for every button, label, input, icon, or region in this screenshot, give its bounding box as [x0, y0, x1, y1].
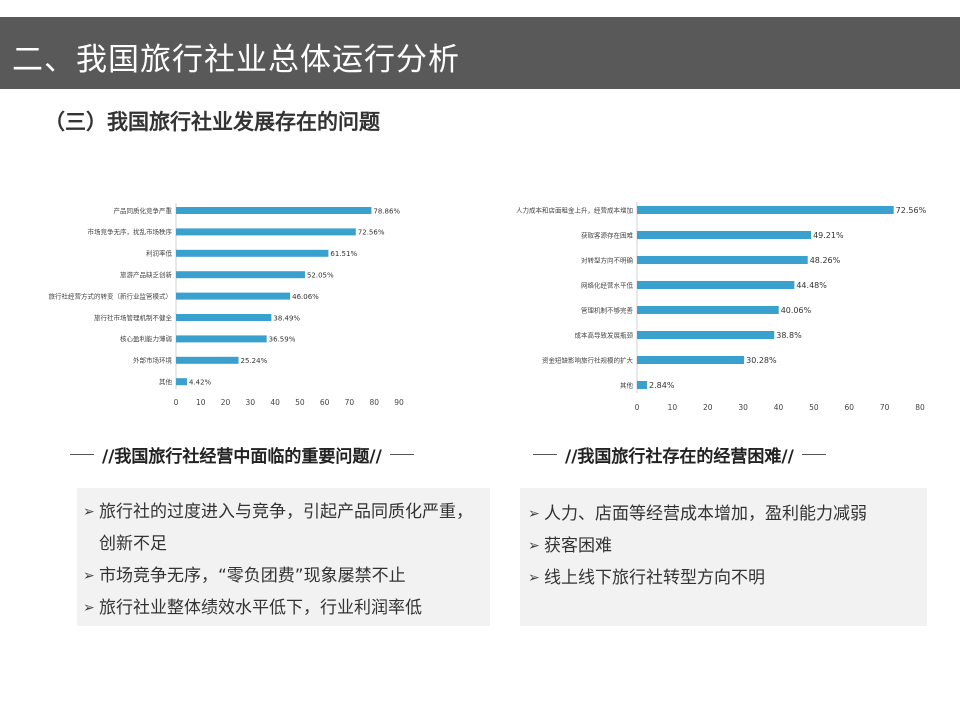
data-label: 52.05% [307, 272, 334, 280]
category-label: 成本高导致发展瓶颈 [575, 330, 634, 339]
arrow-bullet-icon: ➢ [528, 506, 540, 522]
x-tick-label: 70 [345, 398, 355, 407]
right-caption-text: //我国旅行社存在的经营困难// [565, 447, 794, 467]
left-caption: //我国旅行社经营中面临的重要问题// [62, 442, 422, 467]
bar [637, 356, 745, 364]
data-label: 4.42% [189, 379, 212, 387]
section-subtitle: （三）我国旅行社业发展存在的问题 [44, 110, 380, 134]
list-item: ➢ 旅行社业整体绩效水平低下，行业利润率低 [83, 592, 486, 624]
x-tick-label: 60 [320, 398, 330, 407]
arrow-bullet-icon: ➢ [528, 570, 540, 586]
category-label: 市场竞争无序，扰乱市场秩序 [88, 227, 173, 236]
x-tick-label: 90 [394, 398, 404, 407]
data-label: 78.86% [373, 207, 400, 215]
category-label: 人力成本和店面租金上升，经营成本增加 [516, 205, 633, 214]
caption-rule-right [389, 454, 414, 455]
right-caption: //我国旅行社存在的经营困难// [525, 442, 834, 467]
bar [176, 292, 291, 300]
bar [637, 381, 648, 389]
bar [637, 231, 812, 239]
data-label: 49.21% [813, 231, 844, 240]
category-label: 获取客源存在困难 [581, 230, 634, 239]
bar [637, 306, 779, 314]
category-label: 其他 [620, 380, 634, 389]
bar [176, 228, 356, 236]
right-bullet-list: ➢ 人力、店面等经营成本增加，盈利能力减弱 ➢ 获客困难 ➢ 线上线下旅行社转型方向不… [528, 498, 923, 594]
data-label: 72.56% [358, 229, 385, 237]
bar [176, 207, 372, 214]
x-tick-label: 30 [246, 398, 256, 407]
x-tick-label: 50 [295, 398, 305, 407]
bar [176, 314, 272, 321]
category-label: 管理机制不够完善 [581, 305, 634, 314]
category-label: 核心盈利能力薄弱 [120, 334, 172, 343]
data-label: 40.06% [781, 306, 812, 315]
data-label: 48.26% [810, 256, 841, 265]
x-tick-label: 80 [369, 398, 379, 407]
x-tick-label: 30 [738, 403, 748, 412]
list-item: ➢ 人力、店面等经营成本增加，盈利能力减弱 [528, 498, 923, 530]
data-label: 25.24% [241, 357, 268, 365]
bar [637, 256, 808, 264]
right-difficulty-box: ➢ 人力、店面等经营成本增加，盈利能力减弱 ➢ 获客困难 ➢ 线上线下旅行社转型方向不… [520, 488, 927, 626]
x-tick-label: 40 [774, 403, 784, 412]
caption-rule-left [533, 454, 557, 455]
category-label: 旅游产品缺乏创新 [120, 270, 173, 279]
category-label: 产品同质化竞争严重 [114, 206, 173, 215]
caption-rule-left [70, 454, 94, 455]
title-bar: 二、我国旅行社业总体运行分析 [0, 17, 960, 89]
arrow-bullet-icon: ➢ [83, 600, 95, 616]
x-tick-label: 80 [915, 403, 925, 412]
category-label: 旅行社经营方式的转变（新行业监管模式） [49, 291, 173, 300]
data-label: 36.59% [269, 336, 296, 344]
x-tick-label: 0 [174, 398, 179, 407]
bar [176, 378, 187, 386]
x-tick-label: 20 [703, 403, 713, 412]
data-label: 46.06% [292, 293, 319, 301]
data-label: 61.51% [330, 250, 357, 258]
category-label: 外部市场环境 [133, 356, 173, 365]
left-problem-box: ➢ 旅行社的过度进入与竞争，引起产品同质化严重，创新不足 ➢ 市场竞争无序，“零负团… [77, 488, 490, 626]
left-caption-text: //我国旅行社经营中面临的重要问题// [102, 447, 382, 467]
list-item: ➢ 获客困难 [528, 530, 923, 562]
list-item: ➢ 市场竞争无序，“零负团费”现象屡禁不止 [83, 560, 486, 592]
bar [176, 249, 329, 257]
data-label: 38.49% [273, 314, 300, 322]
category-label: 利润率低 [146, 249, 173, 258]
category-label: 对转型方向不明确 [581, 255, 634, 264]
x-tick-label: 60 [844, 403, 854, 412]
x-tick-label: 40 [270, 398, 280, 407]
data-label: 44.48% [796, 281, 827, 290]
bar [637, 281, 795, 289]
caption-rule-right [801, 454, 826, 455]
chart-left: 产品同质化竞争严重 78.86% 市场竞争无序，扰乱市场秩序 72.56% 利润率低 61… [49, 203, 404, 407]
arrow-bullet-icon: ➢ [528, 538, 540, 554]
x-tick-label: 70 [880, 403, 890, 412]
x-tick-label: 10 [196, 398, 206, 407]
chart-right: 人力成本和店面租金上升，经营成本增加 72.56% 获取客源存在困难 49.21% 对转… [516, 202, 927, 412]
category-label: 旅行社市场管理机制不健全 [94, 313, 173, 322]
category-label: 资金短缺影响旅行社规模的扩大 [542, 355, 634, 364]
page-title: 二、我国旅行社业总体运行分析 [12, 42, 460, 78]
arrow-bullet-icon: ➢ [83, 504, 95, 520]
bar [176, 335, 267, 343]
x-tick-label: 20 [221, 398, 231, 407]
category-label: 网络化经营水平低 [581, 280, 634, 289]
list-item: ➢ 旅行社的过度进入与竞争，引起产品同质化严重，创新不足 [83, 496, 486, 560]
bar [637, 331, 775, 339]
data-label: 72.56% [896, 206, 927, 215]
bar [176, 356, 239, 364]
x-tick-label: 50 [809, 403, 819, 412]
left-bullet-list: ➢ 旅行社的过度进入与竞争，引起产品同质化严重，创新不足 ➢ 市场竞争无序，“零负团… [83, 496, 486, 624]
bar [176, 271, 305, 279]
arrow-bullet-icon: ➢ [83, 568, 95, 584]
data-label: 30.28% [746, 356, 777, 365]
x-tick-label: 10 [668, 403, 678, 412]
data-label: 38.8% [776, 331, 802, 340]
bar [637, 206, 894, 214]
x-tick-label: 0 [635, 403, 640, 412]
category-label: 其他 [159, 377, 173, 386]
data-label: 2.84% [649, 381, 675, 390]
list-item: ➢ 线上线下旅行社转型方向不明 [528, 562, 923, 594]
